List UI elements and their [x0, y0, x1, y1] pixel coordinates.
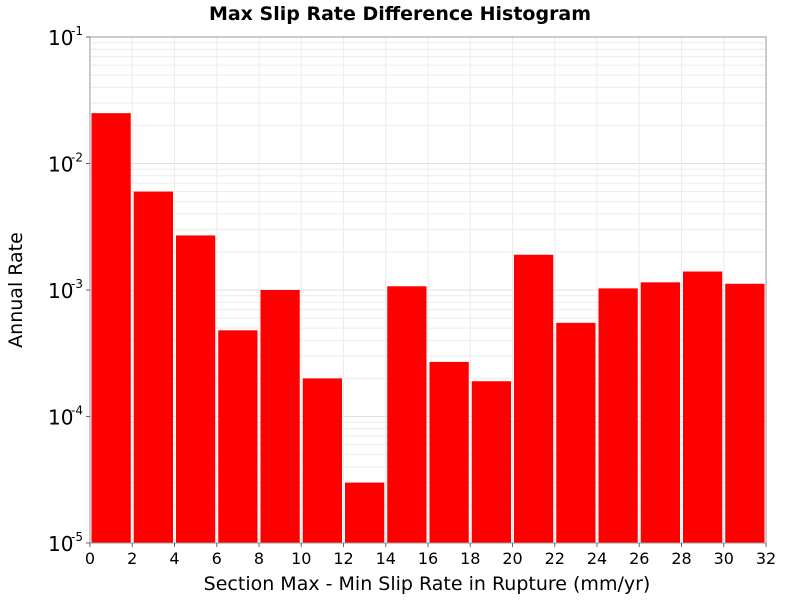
y-tick-label: 10 — [48, 279, 73, 303]
x-tick-label: 26 — [629, 549, 649, 568]
y-axis-label: Annual Rate — [5, 232, 27, 348]
y-tick-exponent: -5 — [71, 530, 83, 544]
histogram-bar — [725, 283, 765, 543]
y-tick-exponent: -4 — [71, 404, 83, 418]
x-tick-label: 0 — [85, 549, 95, 568]
y-tick-label: 10 — [48, 153, 73, 177]
histogram-bar — [429, 361, 469, 543]
x-tick-label: 12 — [333, 549, 353, 568]
x-axis-ticks: 0 2 4 6 8 10 12 14 16 18 20 22 24 26 28 30 32 — [85, 543, 776, 568]
x-tick-label: 4 — [169, 549, 179, 568]
x-tick-label: 14 — [376, 549, 396, 568]
y-tick-exponent: -2 — [71, 151, 83, 165]
histogram-bar — [302, 378, 342, 543]
histogram-bar — [260, 290, 300, 543]
x-tick-label: 24 — [587, 549, 607, 568]
y-axis-ticks: 10-510-410-310-210-1 — [48, 24, 90, 556]
histogram-bar — [598, 288, 638, 543]
x-axis-label: Section Max - Min Slip Rate in Rupture (… — [204, 573, 651, 595]
x-tick-label: 2 — [127, 549, 137, 568]
histogram-bar — [514, 254, 554, 543]
x-tick-label: 10 — [291, 549, 311, 568]
x-tick-label: 20 — [502, 549, 522, 568]
histogram-bar — [640, 282, 680, 543]
histogram-bar — [176, 235, 216, 543]
bars — [91, 113, 765, 544]
y-tick-exponent: -3 — [71, 277, 83, 291]
x-tick-label: 28 — [671, 549, 691, 568]
histogram-bar — [556, 322, 596, 543]
x-tick-label: 16 — [418, 549, 438, 568]
histogram-bar — [387, 286, 427, 543]
y-tick-label: 10 — [48, 406, 73, 430]
histogram-bar — [218, 330, 258, 543]
x-tick-label: 30 — [714, 549, 734, 568]
x-tick-label: 18 — [460, 549, 480, 568]
chart-title: Max Slip Rate Difference Histogram — [209, 3, 591, 25]
histogram-bar — [91, 113, 131, 544]
y-tick-label: 10 — [48, 26, 73, 50]
x-tick-label: 6 — [212, 549, 222, 568]
y-tick-label: 10 — [48, 532, 73, 556]
x-tick-label: 8 — [254, 549, 264, 568]
histogram-bar — [133, 191, 173, 543]
histogram-bar — [345, 482, 385, 543]
histogram-bar — [471, 381, 511, 543]
x-tick-label: 22 — [545, 549, 565, 568]
histogram-bar — [683, 271, 723, 543]
x-tick-label: 32 — [756, 549, 776, 568]
y-tick-exponent: -1 — [71, 24, 83, 38]
